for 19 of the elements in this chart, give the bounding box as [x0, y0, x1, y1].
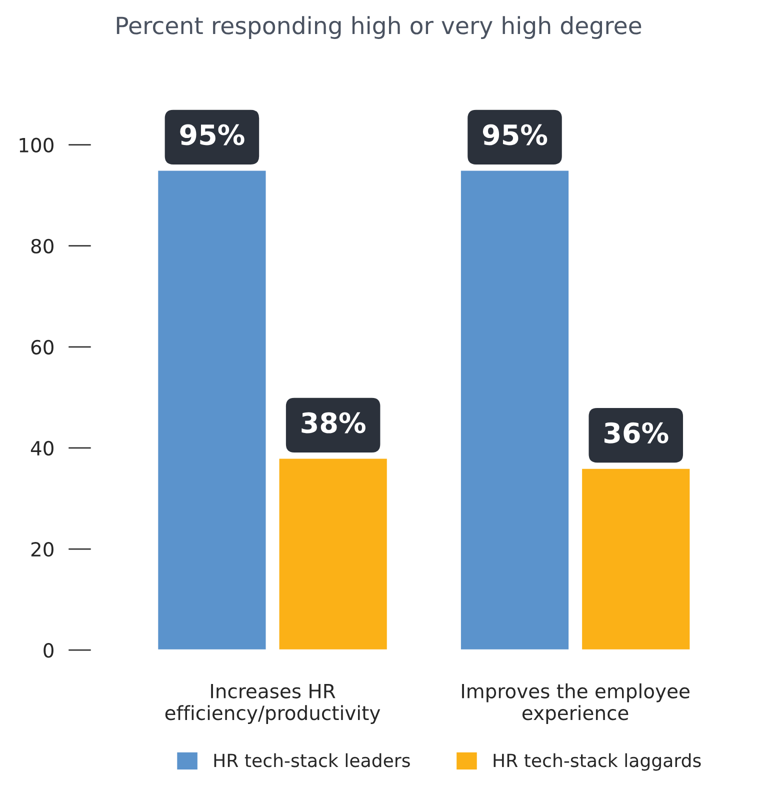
text: 95% [482, 124, 548, 146]
bar [156, 169, 268, 650]
bar [278, 457, 388, 650]
y-tick-label: 20 [31, 542, 54, 557]
text: 38% [302, 412, 366, 434]
x-tick-label: Increases HR efficiency/productivity [165, 684, 380, 724]
text: 36% [604, 422, 668, 444]
bar [460, 169, 570, 650]
y-tick-label: 80 [31, 238, 54, 254]
chart-title: Percent responding high or very high degree [116, 16, 642, 39]
y-tick-label: 40 [30, 440, 54, 456]
text: 95% [180, 124, 244, 146]
y-tick-label: 0 [44, 643, 54, 658]
y-tick-label: 100 [20, 138, 54, 152]
legend-label: HR tech-stack laggards [494, 753, 701, 771]
y-tick-label: 60 [31, 340, 54, 355]
legend-label: HR tech-stack leaders [214, 753, 410, 768]
bar [580, 467, 692, 650]
x-tick-label: Improves the employee experience [462, 683, 690, 724]
